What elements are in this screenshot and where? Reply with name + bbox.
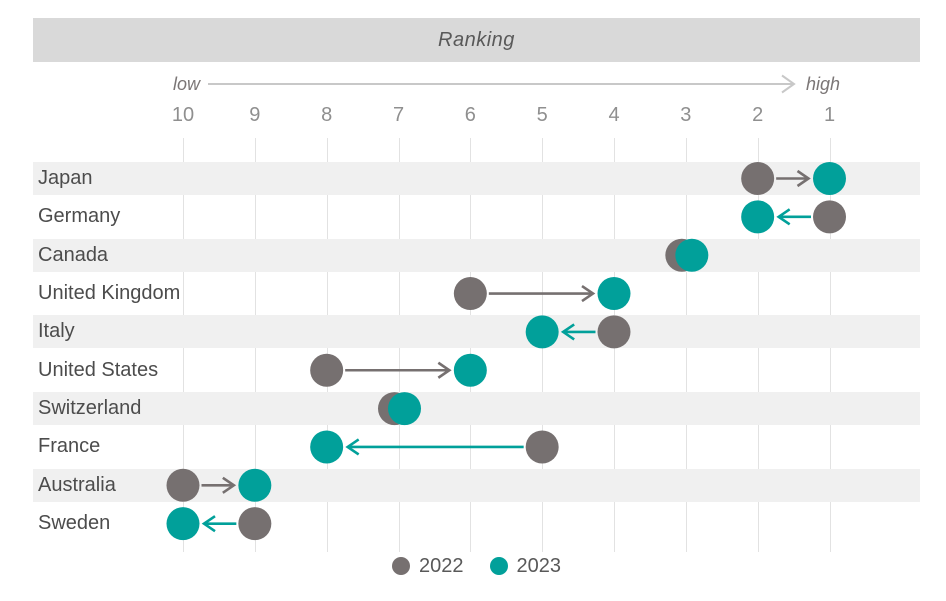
row-label: Italy <box>38 320 75 343</box>
row-label: Canada <box>38 243 109 266</box>
row-band: France <box>33 430 920 463</box>
row-band: Italy <box>33 315 920 349</box>
row-label: United Kingdom <box>38 282 181 305</box>
axis-tick-label: 4 <box>608 104 620 126</box>
legend-item-2022: 2022 <box>392 555 464 578</box>
row-band: United Kingdom <box>33 277 920 310</box>
row-band: Japan <box>33 162 920 195</box>
row-label: Germany <box>38 205 121 228</box>
axis-high-label: high <box>806 74 841 94</box>
row-label: France <box>38 435 101 458</box>
row-label: Australia <box>38 473 116 496</box>
row-band: Germany <box>33 200 920 233</box>
axis-tick-label: 7 <box>392 104 405 126</box>
axis-tick-label: 8 <box>321 104 333 126</box>
axis-tick-label: 2 <box>752 104 764 126</box>
axis-tick-label: 6 <box>464 104 476 126</box>
axis-tick-label: 1 <box>823 104 836 126</box>
axis-low-label: low <box>172 74 200 94</box>
axis-tick-label: 10 <box>171 104 195 126</box>
row-band: Switzerland <box>33 392 920 426</box>
row-band: Australia <box>33 468 920 502</box>
legend: 2022 2023 <box>33 548 920 584</box>
row-label: Sweden <box>38 512 111 535</box>
axis-direction-arrow-icon <box>208 74 796 94</box>
legend-dot-2023-icon <box>489 557 508 575</box>
row-band: Canada <box>33 238 920 272</box>
legend-label-2022: 2022 <box>419 554 464 577</box>
legend-dot-2022-icon <box>392 557 410 575</box>
chart-title-band: Ranking <box>33 18 920 62</box>
legend-item-2023: 2023 <box>489 554 562 578</box>
chart-title: Ranking <box>438 28 515 51</box>
axis-tick-label: 3 <box>680 104 692 126</box>
legend-label-2023: 2023 <box>516 554 562 577</box>
axis-tick-label: 5 <box>536 104 548 126</box>
row-band: Sweden <box>33 507 920 540</box>
row-label: United States <box>38 358 159 381</box>
row-label: Switzerland <box>38 397 142 420</box>
row-band: United States <box>33 354 920 387</box>
axis-tick-label: 9 <box>249 104 261 126</box>
row-label: Japan <box>38 167 93 189</box>
